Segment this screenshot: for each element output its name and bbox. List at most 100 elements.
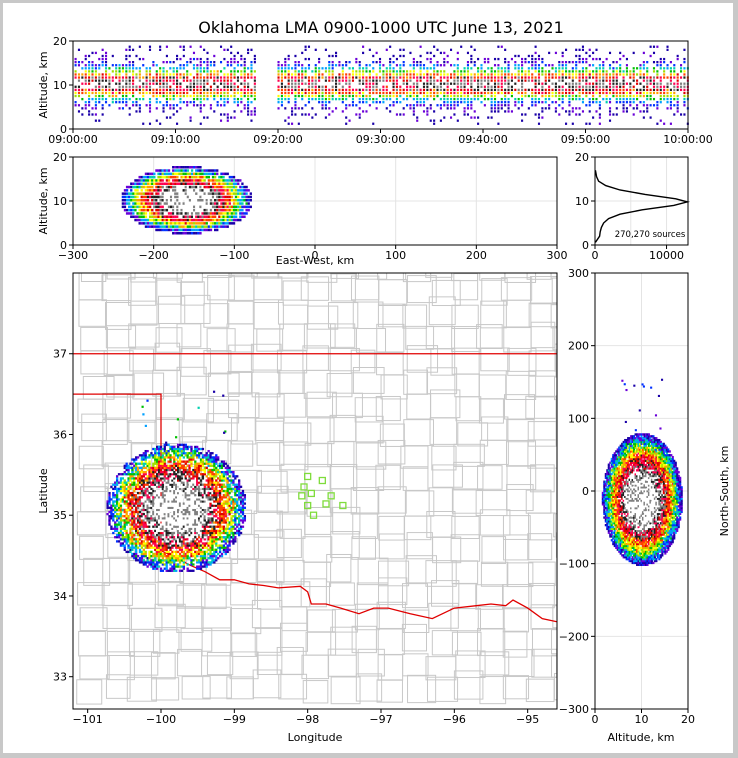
source-point bbox=[152, 485, 155, 488]
source-point bbox=[676, 76, 679, 79]
source-point bbox=[114, 506, 117, 509]
source-point bbox=[294, 91, 297, 95]
source-point bbox=[108, 88, 111, 92]
source-point bbox=[125, 494, 128, 497]
source-point bbox=[220, 205, 223, 209]
county-boundary bbox=[276, 489, 307, 515]
source-point bbox=[115, 91, 118, 95]
source-point bbox=[456, 91, 459, 95]
source-point bbox=[449, 64, 453, 67]
source-point bbox=[163, 470, 166, 474]
source-point bbox=[108, 82, 111, 85]
county-boundary bbox=[78, 630, 106, 657]
source-point bbox=[629, 91, 632, 95]
source-point bbox=[247, 79, 250, 82]
source-point bbox=[121, 481, 124, 484]
source-point bbox=[537, 88, 541, 92]
source-point bbox=[184, 169, 187, 172]
source-point bbox=[656, 82, 659, 85]
source-point bbox=[135, 542, 138, 545]
source-point bbox=[334, 82, 338, 85]
source-point bbox=[585, 70, 588, 73]
source-point bbox=[280, 73, 283, 76]
source-point bbox=[517, 64, 520, 67]
county-boundary bbox=[404, 490, 435, 517]
source-point bbox=[385, 76, 388, 79]
source-point bbox=[301, 73, 304, 76]
source-point bbox=[163, 519, 166, 522]
source-point bbox=[294, 73, 297, 76]
source-point bbox=[588, 54, 591, 58]
source-point bbox=[612, 85, 615, 88]
source-point bbox=[138, 510, 142, 514]
source-point bbox=[226, 61, 229, 64]
source-point bbox=[119, 487, 123, 491]
county-boundary bbox=[355, 441, 387, 470]
source-point bbox=[121, 192, 125, 195]
source-point bbox=[154, 544, 157, 547]
source-point bbox=[351, 97, 355, 101]
source-point bbox=[629, 88, 632, 92]
source-point bbox=[233, 85, 236, 88]
source-point bbox=[182, 48, 185, 51]
source-point bbox=[144, 205, 148, 209]
source-point bbox=[176, 172, 179, 176]
source-point bbox=[106, 506, 109, 509]
source-point bbox=[196, 85, 199, 88]
source-point bbox=[253, 107, 256, 110]
source-point bbox=[150, 489, 153, 493]
source-point bbox=[119, 508, 123, 512]
source-point bbox=[521, 97, 524, 101]
source-point bbox=[180, 172, 183, 176]
source-point bbox=[159, 82, 162, 85]
source-point bbox=[128, 48, 131, 51]
source-point bbox=[115, 483, 119, 486]
source-point bbox=[163, 506, 166, 509]
source-point bbox=[233, 110, 236, 113]
source-point bbox=[134, 218, 137, 222]
source-point bbox=[138, 88, 141, 92]
source-point bbox=[321, 101, 324, 104]
source-point bbox=[493, 101, 497, 104]
source-point bbox=[222, 208, 225, 212]
source-point bbox=[228, 189, 231, 192]
source-point bbox=[115, 525, 119, 528]
source-point bbox=[307, 45, 311, 48]
source-point bbox=[207, 175, 211, 179]
source-point bbox=[395, 85, 398, 88]
source-point bbox=[144, 456, 147, 459]
source-point bbox=[348, 85, 351, 88]
source-point bbox=[144, 519, 147, 522]
source-point bbox=[551, 101, 554, 104]
source-point bbox=[416, 85, 419, 88]
source-point bbox=[199, 192, 202, 195]
source-point bbox=[223, 85, 226, 88]
source-point bbox=[504, 85, 507, 88]
source-point bbox=[449, 88, 453, 92]
source-point bbox=[188, 166, 192, 169]
source-point bbox=[493, 76, 497, 79]
eastwest-xtick-label: 200 bbox=[466, 249, 487, 262]
source-point bbox=[146, 464, 149, 467]
source-point bbox=[422, 104, 426, 107]
source-point bbox=[140, 517, 144, 520]
source-point bbox=[152, 546, 155, 549]
source-point bbox=[162, 61, 165, 64]
source-point bbox=[115, 101, 118, 104]
source-point bbox=[531, 91, 534, 95]
source-point bbox=[142, 502, 145, 505]
source-point bbox=[521, 91, 524, 95]
source-point bbox=[201, 192, 204, 195]
source-point bbox=[156, 510, 159, 514]
source-point bbox=[182, 101, 185, 104]
source-point bbox=[157, 466, 161, 470]
source-point bbox=[453, 64, 456, 67]
source-point bbox=[193, 232, 196, 235]
source-point bbox=[152, 540, 155, 543]
source-point bbox=[399, 91, 402, 95]
source-point bbox=[622, 70, 625, 73]
source-point bbox=[133, 479, 136, 482]
source-point bbox=[230, 73, 233, 76]
source-point bbox=[157, 195, 160, 199]
source-point bbox=[127, 536, 130, 539]
